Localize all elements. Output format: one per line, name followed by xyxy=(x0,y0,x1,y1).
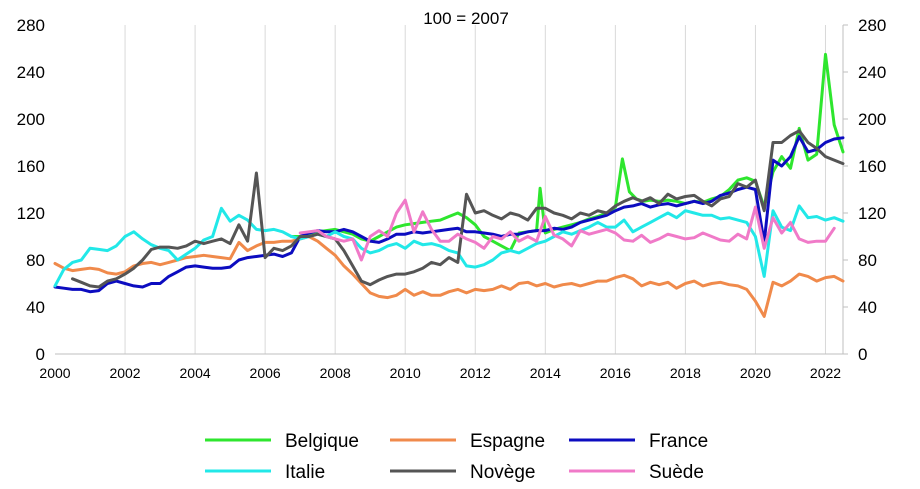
y-tick-label-left: 160 xyxy=(17,157,45,176)
legend-label: Espagne xyxy=(470,431,545,452)
y-tick-label-right: 280 xyxy=(858,16,886,35)
x-tick-label: 2002 xyxy=(109,365,140,381)
y-tick-label-right: 120 xyxy=(858,204,886,223)
series-line-espagne xyxy=(53,235,845,318)
x-tick-label: 2008 xyxy=(320,365,351,381)
y-tick-label-left: 80 xyxy=(26,251,45,270)
series-line-france xyxy=(53,135,845,294)
y-tick-label-right: 40 xyxy=(858,298,877,317)
vertical-gridlines xyxy=(124,25,826,354)
legend-label: France xyxy=(649,431,708,452)
legend: Belgique Espagne France Italie Novège Suède xyxy=(205,431,708,483)
y-tick-label-right: 240 xyxy=(858,63,886,82)
y-tick-label-left: 280 xyxy=(17,16,45,35)
series-line-belgique xyxy=(289,52,845,253)
series-line-suède xyxy=(298,198,836,262)
y-tick-label-right: 0 xyxy=(858,345,867,364)
y-tick-label-left: 120 xyxy=(17,204,45,223)
x-tick-label: 2010 xyxy=(390,365,421,381)
x-tick-label: 2020 xyxy=(740,365,771,381)
x-tick-label: 2018 xyxy=(670,365,701,381)
y-tick-label-right: 160 xyxy=(858,157,886,176)
legend-label: Italie xyxy=(285,462,325,483)
legend-label: Suède xyxy=(649,462,704,483)
chart-subtitle: 100 = 2007 xyxy=(423,9,509,28)
series-lines xyxy=(53,52,845,318)
axes: 0 0 40 40 80 80 120 120 160 160 200 200 240 240 280 280… xyxy=(17,16,887,381)
x-tick-label: 2022 xyxy=(810,365,841,381)
x-tick-label: 2012 xyxy=(460,365,491,381)
x-tick-label: 2006 xyxy=(250,365,281,381)
series-line-italie xyxy=(53,204,845,288)
series-line-novège xyxy=(71,129,845,289)
legend-label: Belgique xyxy=(285,431,359,452)
x-tick-label: 2004 xyxy=(180,365,211,381)
x-tick-label: 2000 xyxy=(39,365,70,381)
y-tick-label-left: 0 xyxy=(36,345,45,364)
y-tick-label-left: 240 xyxy=(17,63,45,82)
y-tick-label-left: 40 xyxy=(26,298,45,317)
x-tick-label: 2016 xyxy=(600,365,631,381)
y-tick-label-right: 200 xyxy=(858,110,886,129)
x-tick-label: 2014 xyxy=(530,365,561,381)
legend-label: Novège xyxy=(470,462,536,483)
y-tick-label-right: 80 xyxy=(858,251,877,270)
y-tick-label-left: 200 xyxy=(17,110,45,129)
